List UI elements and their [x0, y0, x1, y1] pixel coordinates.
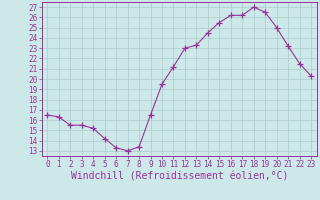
X-axis label: Windchill (Refroidissement éolien,°C): Windchill (Refroidissement éolien,°C) — [70, 172, 288, 182]
